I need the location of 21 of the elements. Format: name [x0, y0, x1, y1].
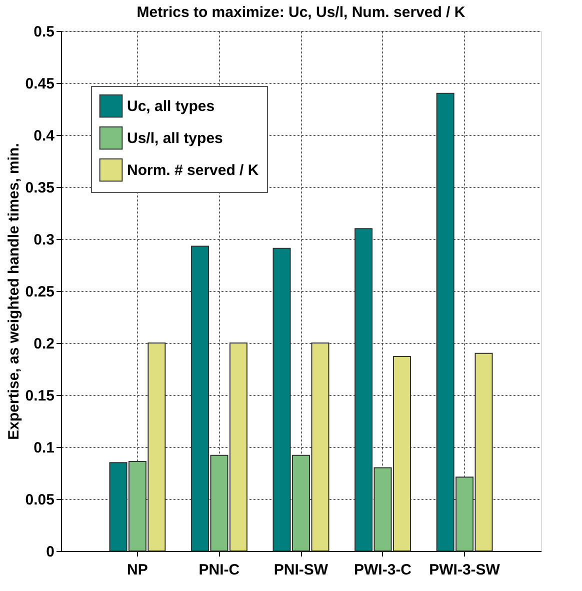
y-tick-label: 0.1	[34, 440, 54, 456]
y-tick-label: 0.15	[25, 388, 54, 404]
y-tick-label: 0.05	[25, 492, 54, 508]
legend-label: Norm. # served / K	[127, 162, 259, 179]
legend-label: Uc, all types	[127, 98, 215, 115]
y-tick-label: 0.4	[34, 128, 56, 144]
x-tick-label: PWI-3-C	[354, 562, 412, 578]
y-tick-label: 0.45	[25, 76, 54, 92]
chart-title: Metrics to maximize: Uc, Us/l, Num. served / K	[136, 4, 466, 21]
x-tick-label: PNI-C	[198, 562, 240, 578]
y-tick-label: 0.25	[25, 284, 54, 300]
y-tick-label: 0.3	[34, 232, 54, 248]
x-tick-label: PWI-3-SW	[429, 562, 501, 578]
x-tick-label: PNI-SW	[274, 562, 329, 578]
y-tick-label: 0.5	[34, 24, 54, 40]
y-tick-label: 0	[46, 544, 54, 560]
x-tick-label: NP	[127, 562, 148, 578]
y-tick-label: 0.2	[34, 336, 54, 352]
y-tick-label: 0.35	[25, 180, 54, 196]
y-axis-title: Expertise, as weighted handle times, min.	[5, 143, 22, 440]
legend-label: Us/l, all types	[127, 130, 223, 147]
